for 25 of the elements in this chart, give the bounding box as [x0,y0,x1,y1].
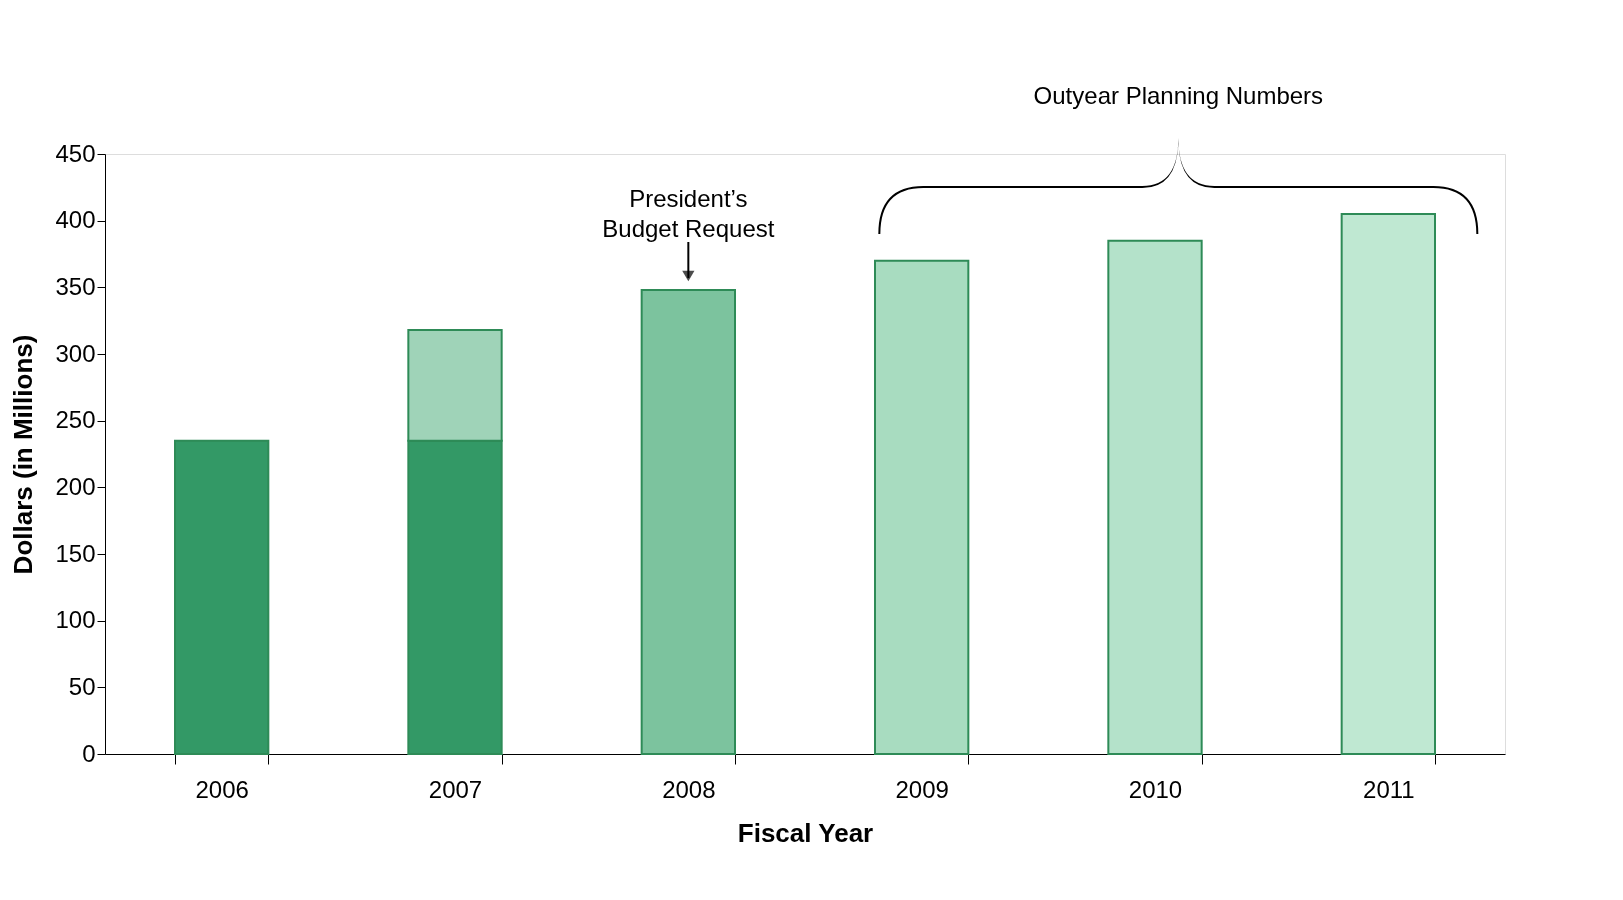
x-tick-label: 2006 [195,775,249,803]
y-tick-label: 100 [55,606,96,634]
x-axis-title: Fiscal Year [737,817,874,848]
bar [874,259,970,755]
x-tick-label: 2010 [1128,775,1183,803]
text: Outyear Planning Numbers [1033,82,1324,109]
y-tick-label: 50 [68,672,96,700]
bar [1107,239,1203,755]
y-tick-label: 450 [55,139,96,167]
bar [1340,213,1436,755]
bar [174,439,270,755]
x-tick-label: 2007 [428,775,483,803]
y-tick-label: 150 [55,539,96,567]
y-axis-title: Dollars (in Millions) [8,334,39,575]
y-tick-label: 300 [55,339,96,367]
x-tick-label: 2009 [895,775,949,803]
y-tick-label: 200 [55,472,96,500]
x-tick-label: 2011 [1363,775,1415,803]
annotation: President’s Budget Request [602,185,775,242]
y-tick-label: 250 [55,406,96,434]
x-tick-label: 2008 [662,775,716,803]
y-tick-label: 350 [55,272,96,300]
y-tick-label: 0 [82,739,96,767]
bar [640,289,736,755]
y-tick-label: 400 [55,206,96,234]
